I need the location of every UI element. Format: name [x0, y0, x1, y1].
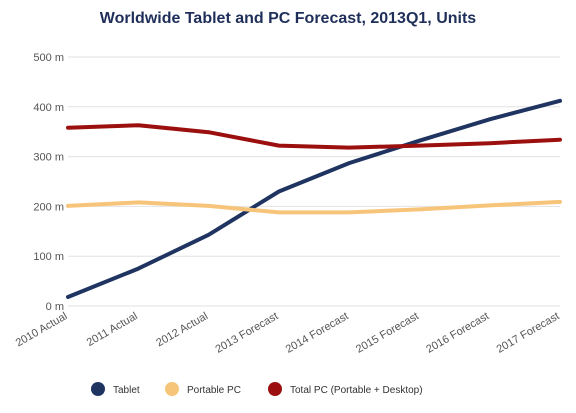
y-tick-label: 400 m [33, 102, 64, 114]
legend-label: Total PC (Portable + Desktop) [290, 385, 423, 396]
legend-label: Tablet [113, 385, 140, 396]
x-tick-label: 2012 Actual [154, 310, 210, 349]
legend-label: Portable PC [187, 385, 241, 396]
series-line-portable-pc [66, 199, 562, 215]
chart-title: Worldwide Tablet and PC Forecast, 2013Q1… [99, 10, 477, 27]
y-tick-label: 100 m [33, 251, 64, 263]
x-tick-label: 2013 Forecast [213, 310, 280, 356]
x-tick-label: 2014 Forecast [284, 310, 351, 356]
y-tick-label: 0 m [46, 301, 64, 313]
y-tick-label: 300 m [33, 152, 64, 164]
series-line-total-pc-portable-desktop [66, 123, 562, 150]
legend-marker [91, 382, 105, 396]
legend-marker [268, 382, 282, 396]
legend-marker [165, 382, 179, 396]
x-tick-label: 2010 Actual [14, 310, 70, 349]
y-tick-label: 500 m [33, 52, 64, 64]
x-tick-label: 2011 Actual [85, 310, 140, 349]
x-tick-label: 2016 Forecast [424, 310, 491, 356]
x-tick-label: 2015 Forecast [354, 310, 421, 356]
x-tick-label: 2017 Forecast [495, 310, 562, 356]
series-line-tablet [66, 98, 562, 299]
y-tick-label: 200 m [33, 201, 64, 213]
